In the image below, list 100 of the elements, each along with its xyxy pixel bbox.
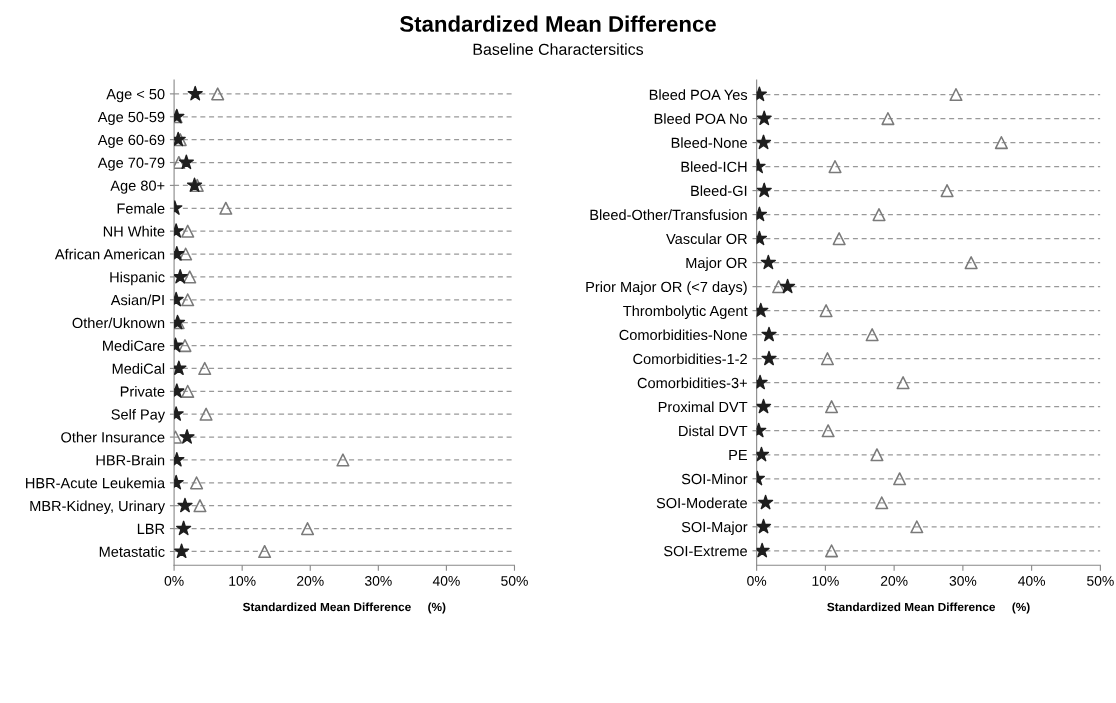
- y-tick-label: SOI-Moderate: [656, 497, 747, 509]
- y-tick-label: Asian/PI: [110, 294, 164, 306]
- x-tick-label: 50%: [501, 576, 528, 586]
- x-tick-label: 30%: [949, 576, 977, 586]
- y-tick-label: MediCare: [103, 340, 165, 351]
- point: [865, 328, 879, 342]
- point: [193, 499, 207, 513]
- y-tick-label: SOI-Major: [681, 521, 748, 536]
- y-tick-label: LBR: [137, 523, 165, 534]
- y-tick-label: Proximal DVT: [658, 401, 748, 413]
- point: [176, 520, 192, 536]
- y-tick-label: Comorbidities-None: [619, 329, 747, 341]
- point: [179, 429, 195, 444]
- point: [756, 374, 768, 390]
- point: [336, 453, 350, 467]
- point: [821, 424, 835, 438]
- point: [760, 254, 776, 270]
- y-tick-label: Age 50-59: [97, 111, 165, 126]
- y-tick-label: Major OR: [686, 257, 747, 271]
- point: [761, 326, 777, 342]
- point: [756, 518, 772, 534]
- point: [756, 398, 772, 414]
- x-tick-label: 30%: [364, 576, 392, 586]
- point: [300, 522, 315, 536]
- y-tick-label: Age 60-69: [97, 134, 165, 148]
- y-tick-label: Self Pay: [111, 408, 166, 423]
- y-tick-label: HBR-Brain: [96, 454, 165, 466]
- chart-title: Standardized Mean Difference: [399, 15, 716, 32]
- x-tick-label: 40%: [432, 576, 460, 586]
- y-tick-label: Metastatic: [99, 546, 165, 557]
- point: [756, 110, 772, 126]
- point: [949, 87, 963, 102]
- y-tick-label: African American: [54, 248, 165, 260]
- point: [219, 201, 233, 215]
- y-tick-label: MediCal: [112, 363, 165, 374]
- x-tick-label: 10%: [812, 576, 839, 586]
- point: [756, 134, 772, 150]
- y-tick-label: Bleed-ICH: [681, 161, 747, 173]
- text: Baseline Charactersitics: [473, 43, 644, 55]
- y-tick-label: PE: [729, 450, 747, 461]
- y-tick-label: Prior Major OR (<7 days): [586, 281, 747, 295]
- y-tick-label: Age 80+: [110, 180, 165, 194]
- y-tick-label: SOI-Minor: [681, 473, 748, 485]
- point: [179, 247, 193, 261]
- y-tick-label: MBR-Kidney, Urinary: [30, 500, 166, 515]
- point: [910, 520, 924, 534]
- y-tick-label: Private: [120, 386, 165, 397]
- point: [211, 87, 225, 101]
- x-tick-label: 20%: [297, 576, 324, 586]
- point: [181, 384, 195, 398]
- y-tick-label: Comorbidities-3+: [637, 377, 747, 389]
- point: [825, 544, 839, 558]
- y-tick-label: Comorbidities-1-2: [633, 353, 747, 365]
- point: [825, 400, 839, 414]
- point: [893, 472, 907, 486]
- point: [940, 184, 954, 198]
- point: [881, 111, 895, 126]
- point: [872, 208, 886, 222]
- point: [178, 154, 194, 170]
- point: [756, 182, 772, 198]
- y-tick-label: Bleed POA No: [654, 113, 748, 124]
- point: [258, 544, 272, 559]
- y-tick-label: SOI-Extreme: [664, 545, 747, 557]
- point: [820, 352, 835, 366]
- point: [761, 350, 777, 366]
- y-tick-label: Thrombolytic Agent: [623, 305, 748, 319]
- x-tick-label: 0%: [747, 576, 767, 586]
- y-tick-label: Bleed-GI: [691, 185, 747, 197]
- point: [757, 494, 774, 510]
- y-tick-label: Distal DVT: [679, 425, 748, 437]
- y-tick-label: Other Insurance: [61, 431, 165, 443]
- point: [181, 224, 195, 238]
- point: [832, 232, 846, 246]
- point: [875, 496, 889, 510]
- point: [756, 302, 769, 318]
- y-tick-label: Bleed-Other/Transfusion: [590, 209, 747, 221]
- point: [994, 136, 1008, 150]
- point: [870, 448, 884, 462]
- point: [174, 268, 188, 284]
- point: [174, 360, 187, 376]
- point: [177, 497, 193, 513]
- y-tick-label: NH White: [103, 225, 165, 237]
- y-tick-label: Female: [117, 202, 165, 214]
- y-tick-label: HBR-Acute Leukemia: [26, 477, 166, 489]
- point: [174, 543, 190, 559]
- x-axis-title: Standardized Mean Difference (%): [242, 602, 446, 614]
- point: [828, 160, 842, 174]
- point: [187, 85, 203, 101]
- point: [178, 338, 192, 353]
- x-tick-label: 10%: [229, 576, 256, 586]
- y-tick-label: Bleed-None: [671, 137, 747, 148]
- point: [181, 293, 195, 307]
- point: [189, 476, 204, 490]
- x-tick-label: 20%: [880, 576, 908, 586]
- point: [896, 376, 910, 390]
- x-tick-label: 0%: [164, 576, 184, 586]
- point: [199, 407, 213, 421]
- point: [756, 542, 770, 558]
- x-axis-title: Standardized Mean Difference (%): [827, 602, 1030, 614]
- y-tick-label: Hispanic: [110, 271, 165, 286]
